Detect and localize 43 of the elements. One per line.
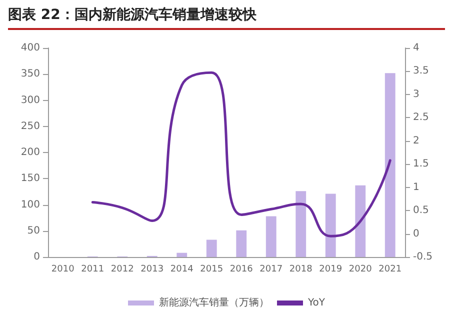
bar [236,230,247,257]
y2-tick-label: 0 [413,228,420,240]
x-tick-label: 2015 [200,264,224,274]
x-tick-label: 2012 [110,264,134,274]
y-tick-label: 400 [20,42,40,54]
y-tick-label: 250 [20,120,40,132]
y2-tick-label: 1.5 [413,158,429,170]
y2-tick-label: -0.5 [413,252,433,262]
x-tick-label: 2019 [319,264,342,274]
y2-tick-label: 4 [413,42,420,54]
x-tick-label: 2010 [51,264,75,274]
y-tick-label: 0 [34,252,40,262]
x-tick-label: 2014 [170,264,194,274]
bar [296,191,306,257]
y2-tick-label: 2.5 [413,112,429,124]
x-tick-label: 2013 [140,264,164,274]
y2-tick-label: 2 [413,135,420,146]
y-tick-label: 50 [27,225,40,236]
bar [384,73,396,257]
bar [176,252,188,257]
y-tick-label: 200 [20,147,40,158]
x-tick-label: 2020 [348,264,372,274]
y2-tick-label: 3 [413,88,420,100]
bar [325,194,336,257]
x-tick-label: 2017 [260,264,283,274]
y2-tick-label: 1 [413,182,420,193]
bar [266,216,276,257]
legend-label: YoY [306,298,326,308]
x-tick-label: 2021 [378,264,402,274]
y-tick-label: 350 [20,68,40,80]
x-tick-label: 2016 [230,264,254,274]
y2-tick-label: 0.5 [413,205,429,216]
bar [206,240,217,257]
bar [355,185,366,257]
y2-tick-label: 3.5 [413,66,429,77]
x-tick-label: 2018 [289,264,313,274]
chart-title: 图表 22：国内新能源汽车销量增速较快 [8,6,445,30]
y-tick-label: 100 [20,199,40,210]
line-series [91,71,392,238]
legend-label: 新能源汽车销量（万辆） [158,296,269,308]
x-tick-label: 2011 [81,264,104,274]
y-tick-label: 300 [20,94,40,106]
y-tick-label: 150 [20,173,40,184]
